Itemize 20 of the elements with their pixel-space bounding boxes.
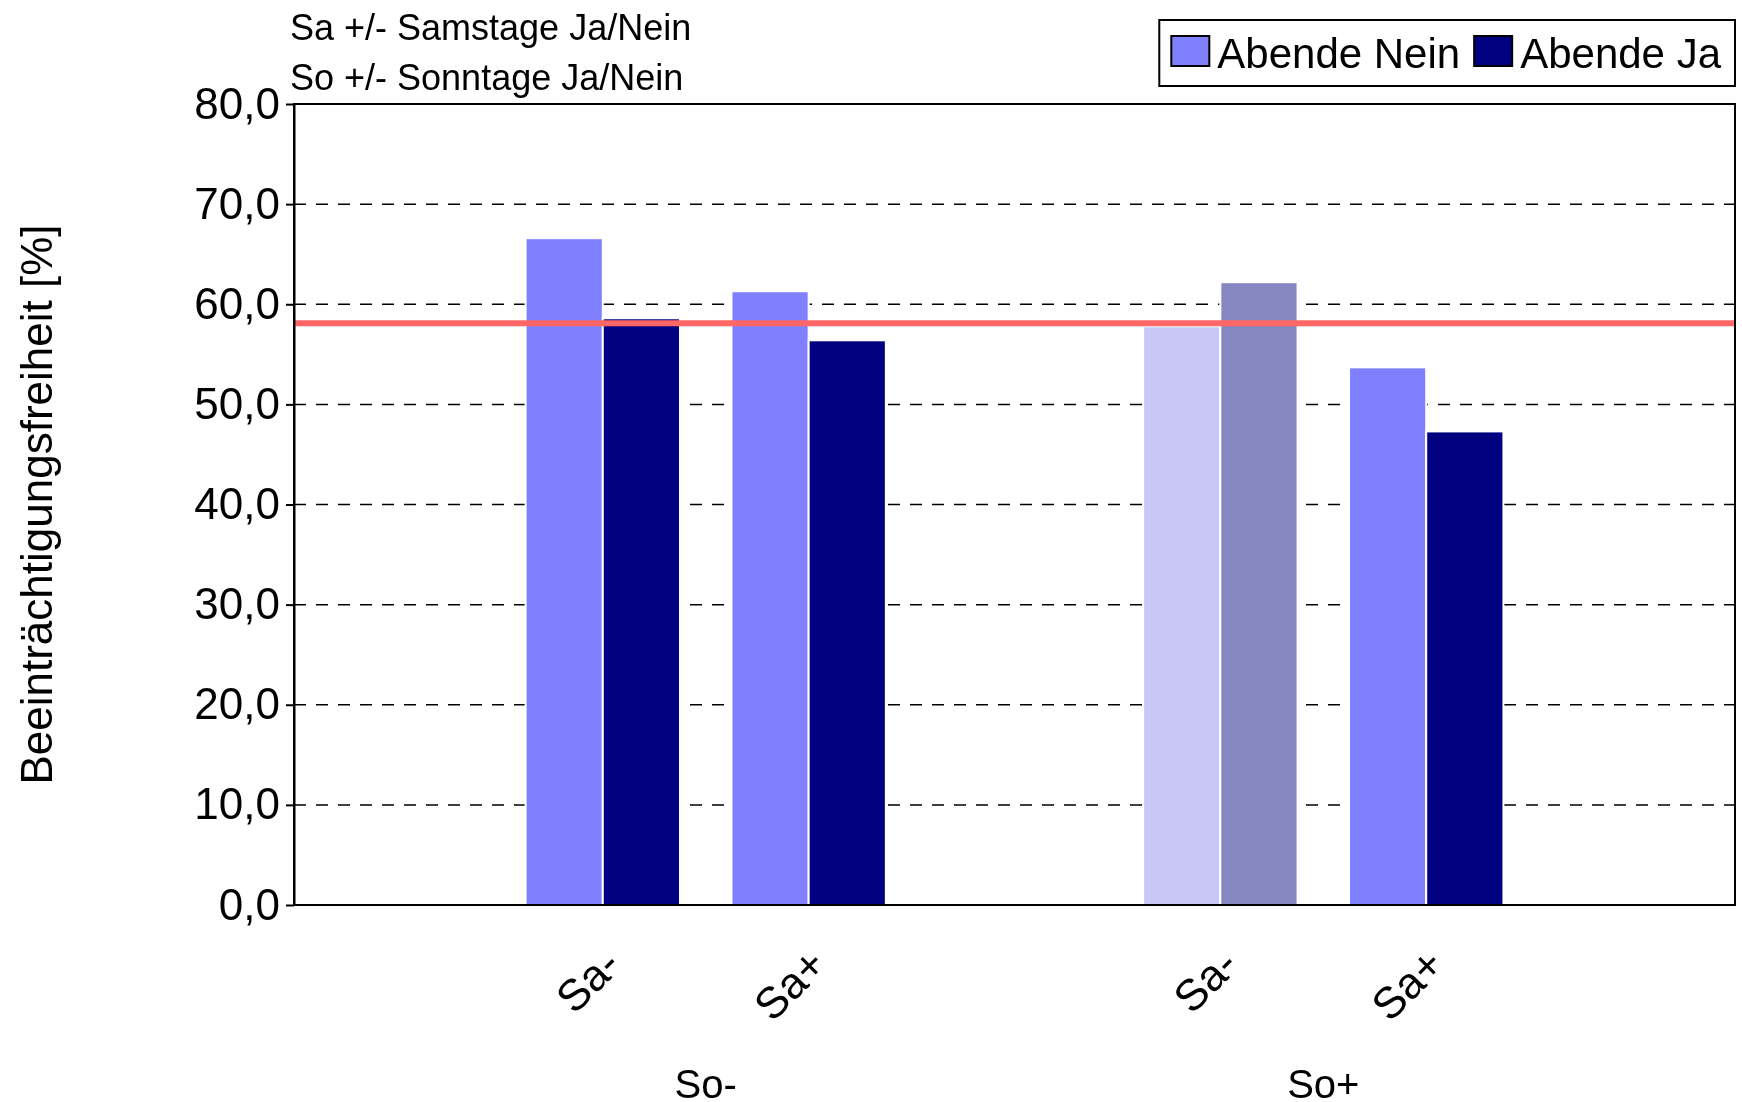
y-tick-label: 0,0	[218, 879, 280, 929]
y-tick-label: 40,0	[194, 479, 280, 529]
x-tick-label: Sa-	[546, 938, 630, 1022]
chart-title: Sa +/- Samstage Ja/Nein	[290, 7, 692, 48]
y-tick-label: 50,0	[194, 378, 280, 428]
x-tick-label: Sa+	[744, 938, 836, 1030]
x-tick-label: Sa-	[1163, 938, 1247, 1022]
legend-label: Abende Ja	[1520, 30, 1722, 77]
y-tick-label: 20,0	[194, 679, 280, 729]
text: So+	[1287, 1062, 1360, 1102]
y-axis-title: Beeinträchtigungsfreiheit [%]	[12, 224, 61, 785]
y-tick-label: 70,0	[194, 178, 280, 228]
chart-subtitle: So +/- Sonntage Ja/Nein	[290, 57, 684, 98]
y-tick-label: 60,0	[194, 278, 280, 328]
x-tick-label: Sa+	[1361, 938, 1453, 1030]
y-tick-label: 10,0	[194, 779, 280, 829]
legend-label: Abende Nein	[1217, 30, 1461, 77]
y-tick-label: 30,0	[194, 579, 280, 629]
y-tick-label: 80,0	[194, 78, 280, 128]
text: So-	[674, 1062, 737, 1102]
